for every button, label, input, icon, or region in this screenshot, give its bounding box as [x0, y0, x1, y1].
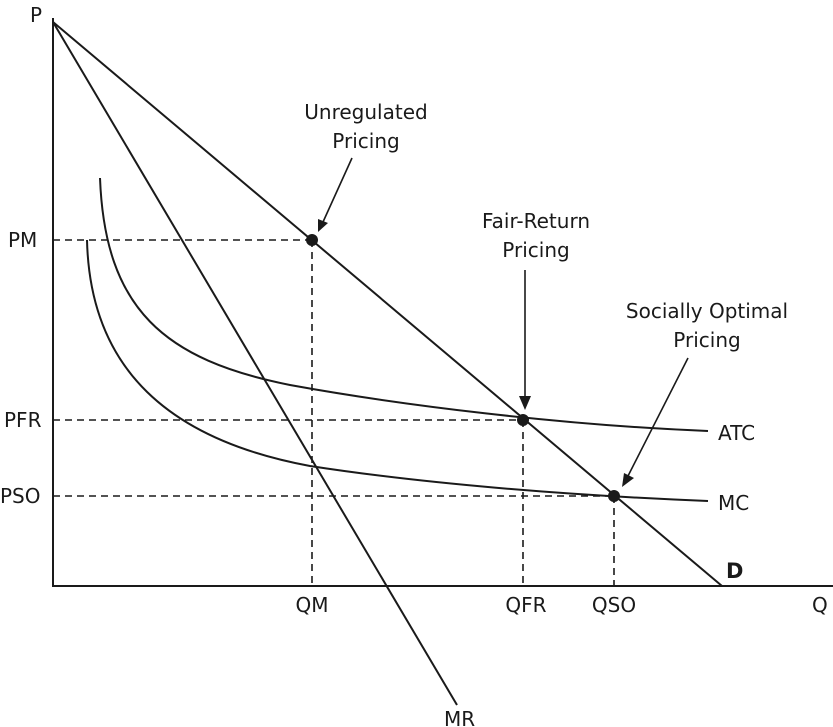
fair-return-annotation-line2: Pricing — [502, 238, 569, 262]
fair-return-annotation-line1: Fair-Return — [482, 209, 590, 233]
pfr-label: PFR — [4, 408, 42, 432]
socially-optimal-point — [608, 490, 620, 502]
demand-label: D — [726, 559, 743, 583]
pso-label: PSO — [0, 484, 41, 508]
fair-return-arrow-icon — [519, 270, 531, 410]
x-axis-label: Q — [812, 593, 828, 617]
mc-curve — [86, 239, 709, 502]
y-axis-label: P — [30, 3, 42, 27]
atc-curve — [99, 177, 709, 432]
qso-label: QSO — [592, 593, 636, 617]
fair-return-point — [517, 414, 529, 426]
unregulated-annotation-line2: Pricing — [332, 129, 399, 153]
socially-optimal-arrow-icon — [622, 357, 689, 487]
unregulated-point — [306, 234, 318, 246]
mr-label: MR — [444, 707, 475, 727]
socially-optimal-annotation-line2: Pricing — [673, 328, 740, 352]
socially-optimal-annotation-line1: Socially Optimal — [626, 299, 788, 323]
mc-label: MC — [718, 491, 749, 515]
unregulated-arrow-icon — [318, 157, 353, 232]
qm-label: QM — [296, 593, 329, 617]
axes — [52, 18, 833, 587]
qfr-label: QFR — [505, 593, 546, 617]
atc-label: ATC — [718, 421, 755, 445]
reference-lines — [53, 239, 615, 586]
pm-label: PM — [8, 228, 37, 252]
unregulated-annotation-line1: Unregulated — [304, 100, 427, 124]
marginal-revenue-curve — [52, 21, 458, 706]
